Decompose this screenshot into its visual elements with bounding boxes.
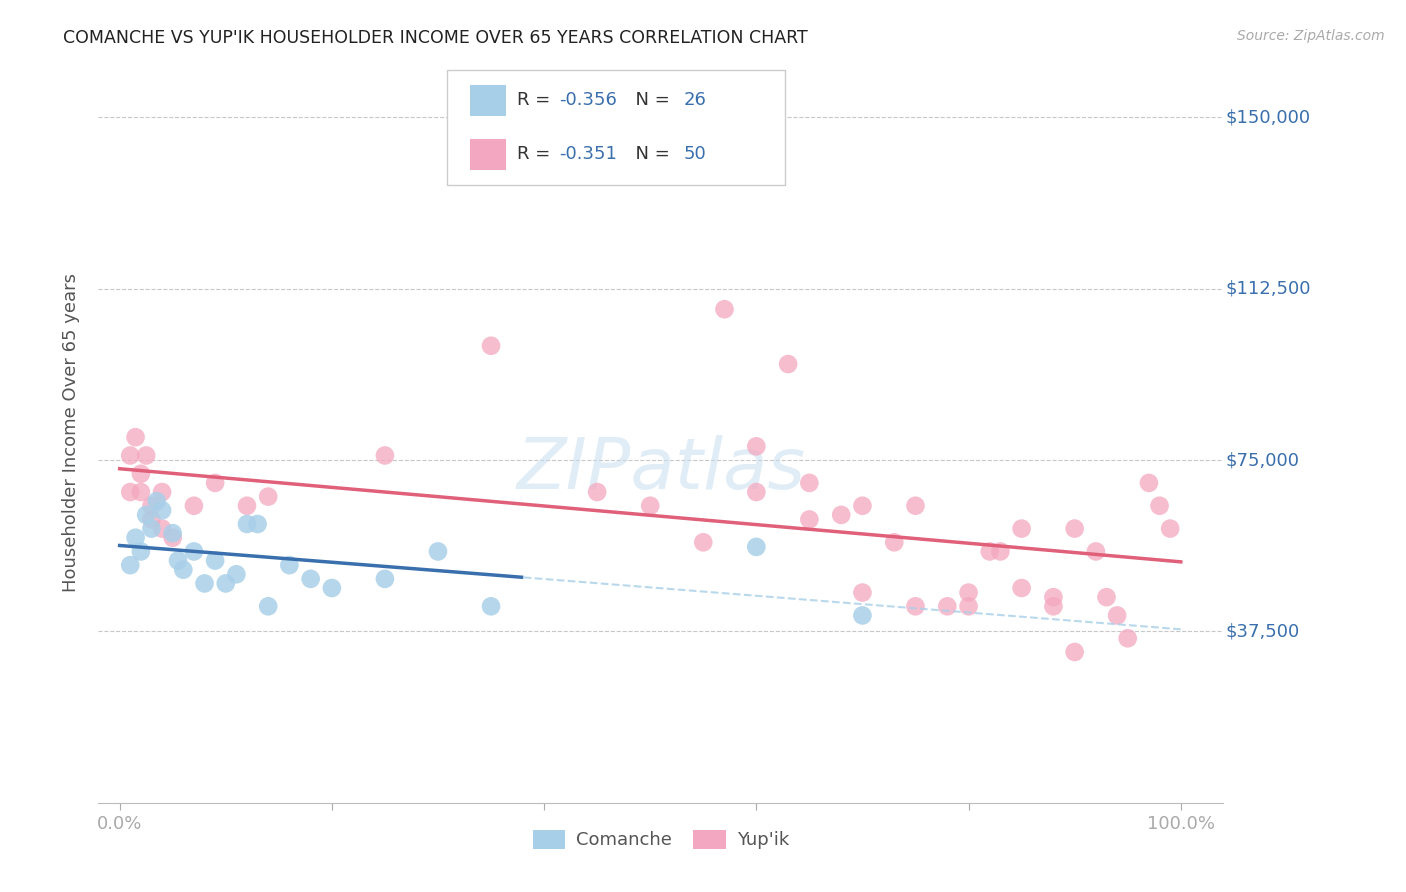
Point (427, 544, 450, 558)
Legend: Comanche, Yup'ik: Comanche, Yup'ik (526, 823, 796, 856)
Point (135, 508, 157, 522)
Point (321, 581, 343, 595)
Point (979, 544, 1001, 558)
Point (745, 540, 768, 554)
Point (141, 499, 163, 513)
Text: 50: 50 (683, 145, 706, 163)
Text: $75,000: $75,000 (1226, 451, 1299, 469)
Point (257, 599, 280, 614)
Text: N =: N = (624, 91, 675, 109)
Point (162, 526, 184, 541)
Point (120, 558, 142, 573)
Point (374, 449, 396, 463)
Point (990, 544, 1012, 558)
Point (479, 599, 502, 614)
Point (129, 544, 152, 558)
Point (257, 490, 280, 504)
Point (129, 467, 152, 481)
Point (215, 576, 238, 591)
Point (799, 475, 821, 490)
Point (1011, 581, 1033, 595)
Point (692, 535, 714, 549)
Point (851, 499, 873, 513)
Point (1095, 590, 1118, 604)
Point (1149, 499, 1171, 513)
Point (193, 576, 215, 591)
Point (1084, 544, 1107, 558)
Text: -0.356: -0.356 (560, 91, 617, 109)
Point (246, 516, 269, 531)
Point (778, 357, 800, 371)
Text: $112,500: $112,500 (1226, 280, 1310, 298)
Point (1063, 522, 1085, 536)
Point (936, 599, 959, 614)
Text: COMANCHE VS YUP'IK HOUSEHOLDER INCOME OVER 65 YEARS CORRELATION CHART: COMANCHE VS YUP'IK HOUSEHOLDER INCOME OV… (63, 29, 808, 46)
Point (120, 449, 142, 463)
Point (146, 494, 169, 508)
Point (162, 531, 184, 545)
Point (150, 522, 173, 536)
Point (204, 553, 226, 567)
Point (830, 508, 852, 522)
Point (124, 531, 146, 545)
Text: $150,000: $150,000 (1226, 108, 1310, 127)
Point (1116, 632, 1139, 646)
Text: -0.351: -0.351 (560, 145, 617, 163)
Y-axis label: Householder Income Over 65 years: Householder Income Over 65 years (62, 273, 80, 592)
Text: Source: ZipAtlas.com: Source: ZipAtlas.com (1237, 29, 1385, 43)
Point (957, 599, 980, 614)
Point (745, 485, 768, 500)
Point (183, 544, 205, 558)
Point (957, 585, 980, 599)
Point (851, 608, 873, 623)
Point (904, 499, 927, 513)
Point (299, 572, 322, 586)
Point (374, 572, 396, 586)
Text: 26: 26 (683, 91, 706, 109)
FancyBboxPatch shape (447, 70, 785, 185)
Point (278, 558, 301, 573)
Text: $37,500: $37,500 (1226, 623, 1299, 640)
Point (183, 499, 205, 513)
Point (150, 503, 173, 517)
FancyBboxPatch shape (470, 85, 506, 116)
Point (1107, 608, 1129, 623)
Text: R =: R = (517, 91, 555, 109)
Point (904, 599, 927, 614)
Point (124, 430, 146, 444)
Point (745, 439, 768, 453)
Point (129, 485, 152, 500)
Point (172, 563, 194, 577)
Point (150, 485, 173, 500)
Text: R =: R = (517, 145, 555, 163)
Point (638, 499, 661, 513)
FancyBboxPatch shape (470, 138, 506, 169)
Point (1011, 522, 1033, 536)
Point (1063, 645, 1085, 659)
Point (851, 585, 873, 599)
Point (479, 339, 502, 353)
Point (167, 553, 190, 567)
Point (120, 485, 142, 500)
Point (1159, 522, 1181, 536)
Point (883, 535, 905, 549)
Point (586, 485, 609, 500)
Text: N =: N = (624, 145, 675, 163)
Point (236, 499, 259, 513)
Point (1042, 599, 1064, 614)
Text: ZIPatlas: ZIPatlas (516, 435, 806, 504)
Point (713, 302, 735, 317)
Point (236, 516, 259, 531)
Point (799, 512, 821, 526)
Point (204, 475, 226, 490)
Point (141, 522, 163, 536)
Point (1042, 590, 1064, 604)
Point (135, 449, 157, 463)
Point (225, 567, 247, 582)
Point (141, 512, 163, 526)
Point (1137, 475, 1160, 490)
